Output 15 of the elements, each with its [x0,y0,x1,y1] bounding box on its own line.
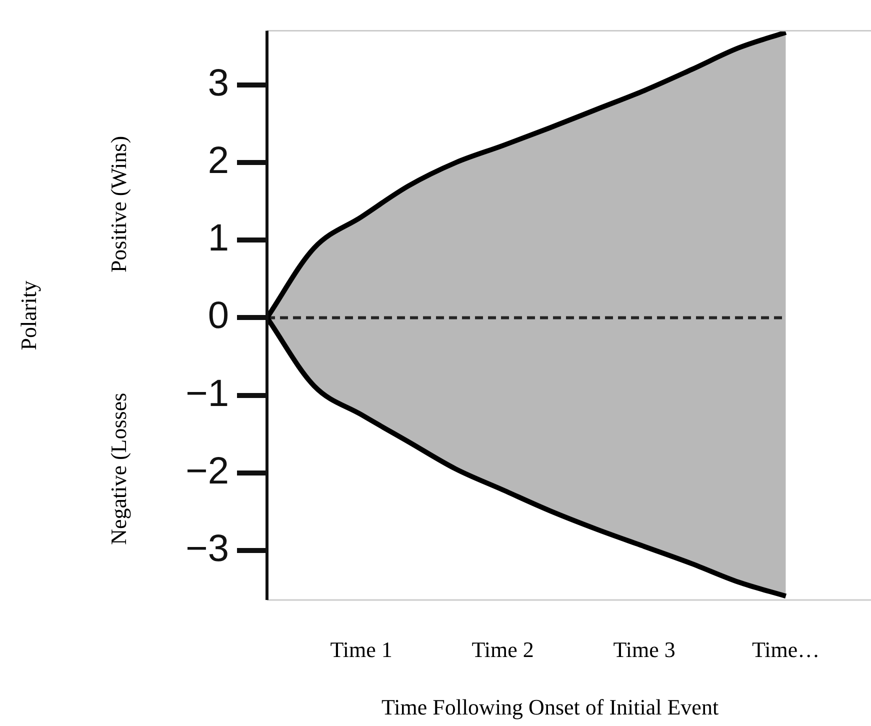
x-tick-label: Time 2 [472,636,534,662]
text: Negative (Losses [106,392,131,545]
x-axis-title: Time Following Onset of Initial Event [381,694,719,720]
x-tick-label: Time 3 [613,636,676,662]
y-tick-label: 2 [208,140,229,182]
y-tick-label: −1 [186,372,229,415]
y-tick-label: 1 [208,218,229,260]
y-tick-label: −2 [186,450,229,492]
text: Polarity [16,280,41,350]
x-tick-label: Time… [752,636,820,662]
y-tick-label: −3 [186,528,229,570]
text: Positive (Wins) [106,136,131,273]
x-tick-label: Time 1 [330,636,392,662]
y-tick-label: 3 [208,62,229,105]
y-tick-label: 0 [208,295,229,338]
